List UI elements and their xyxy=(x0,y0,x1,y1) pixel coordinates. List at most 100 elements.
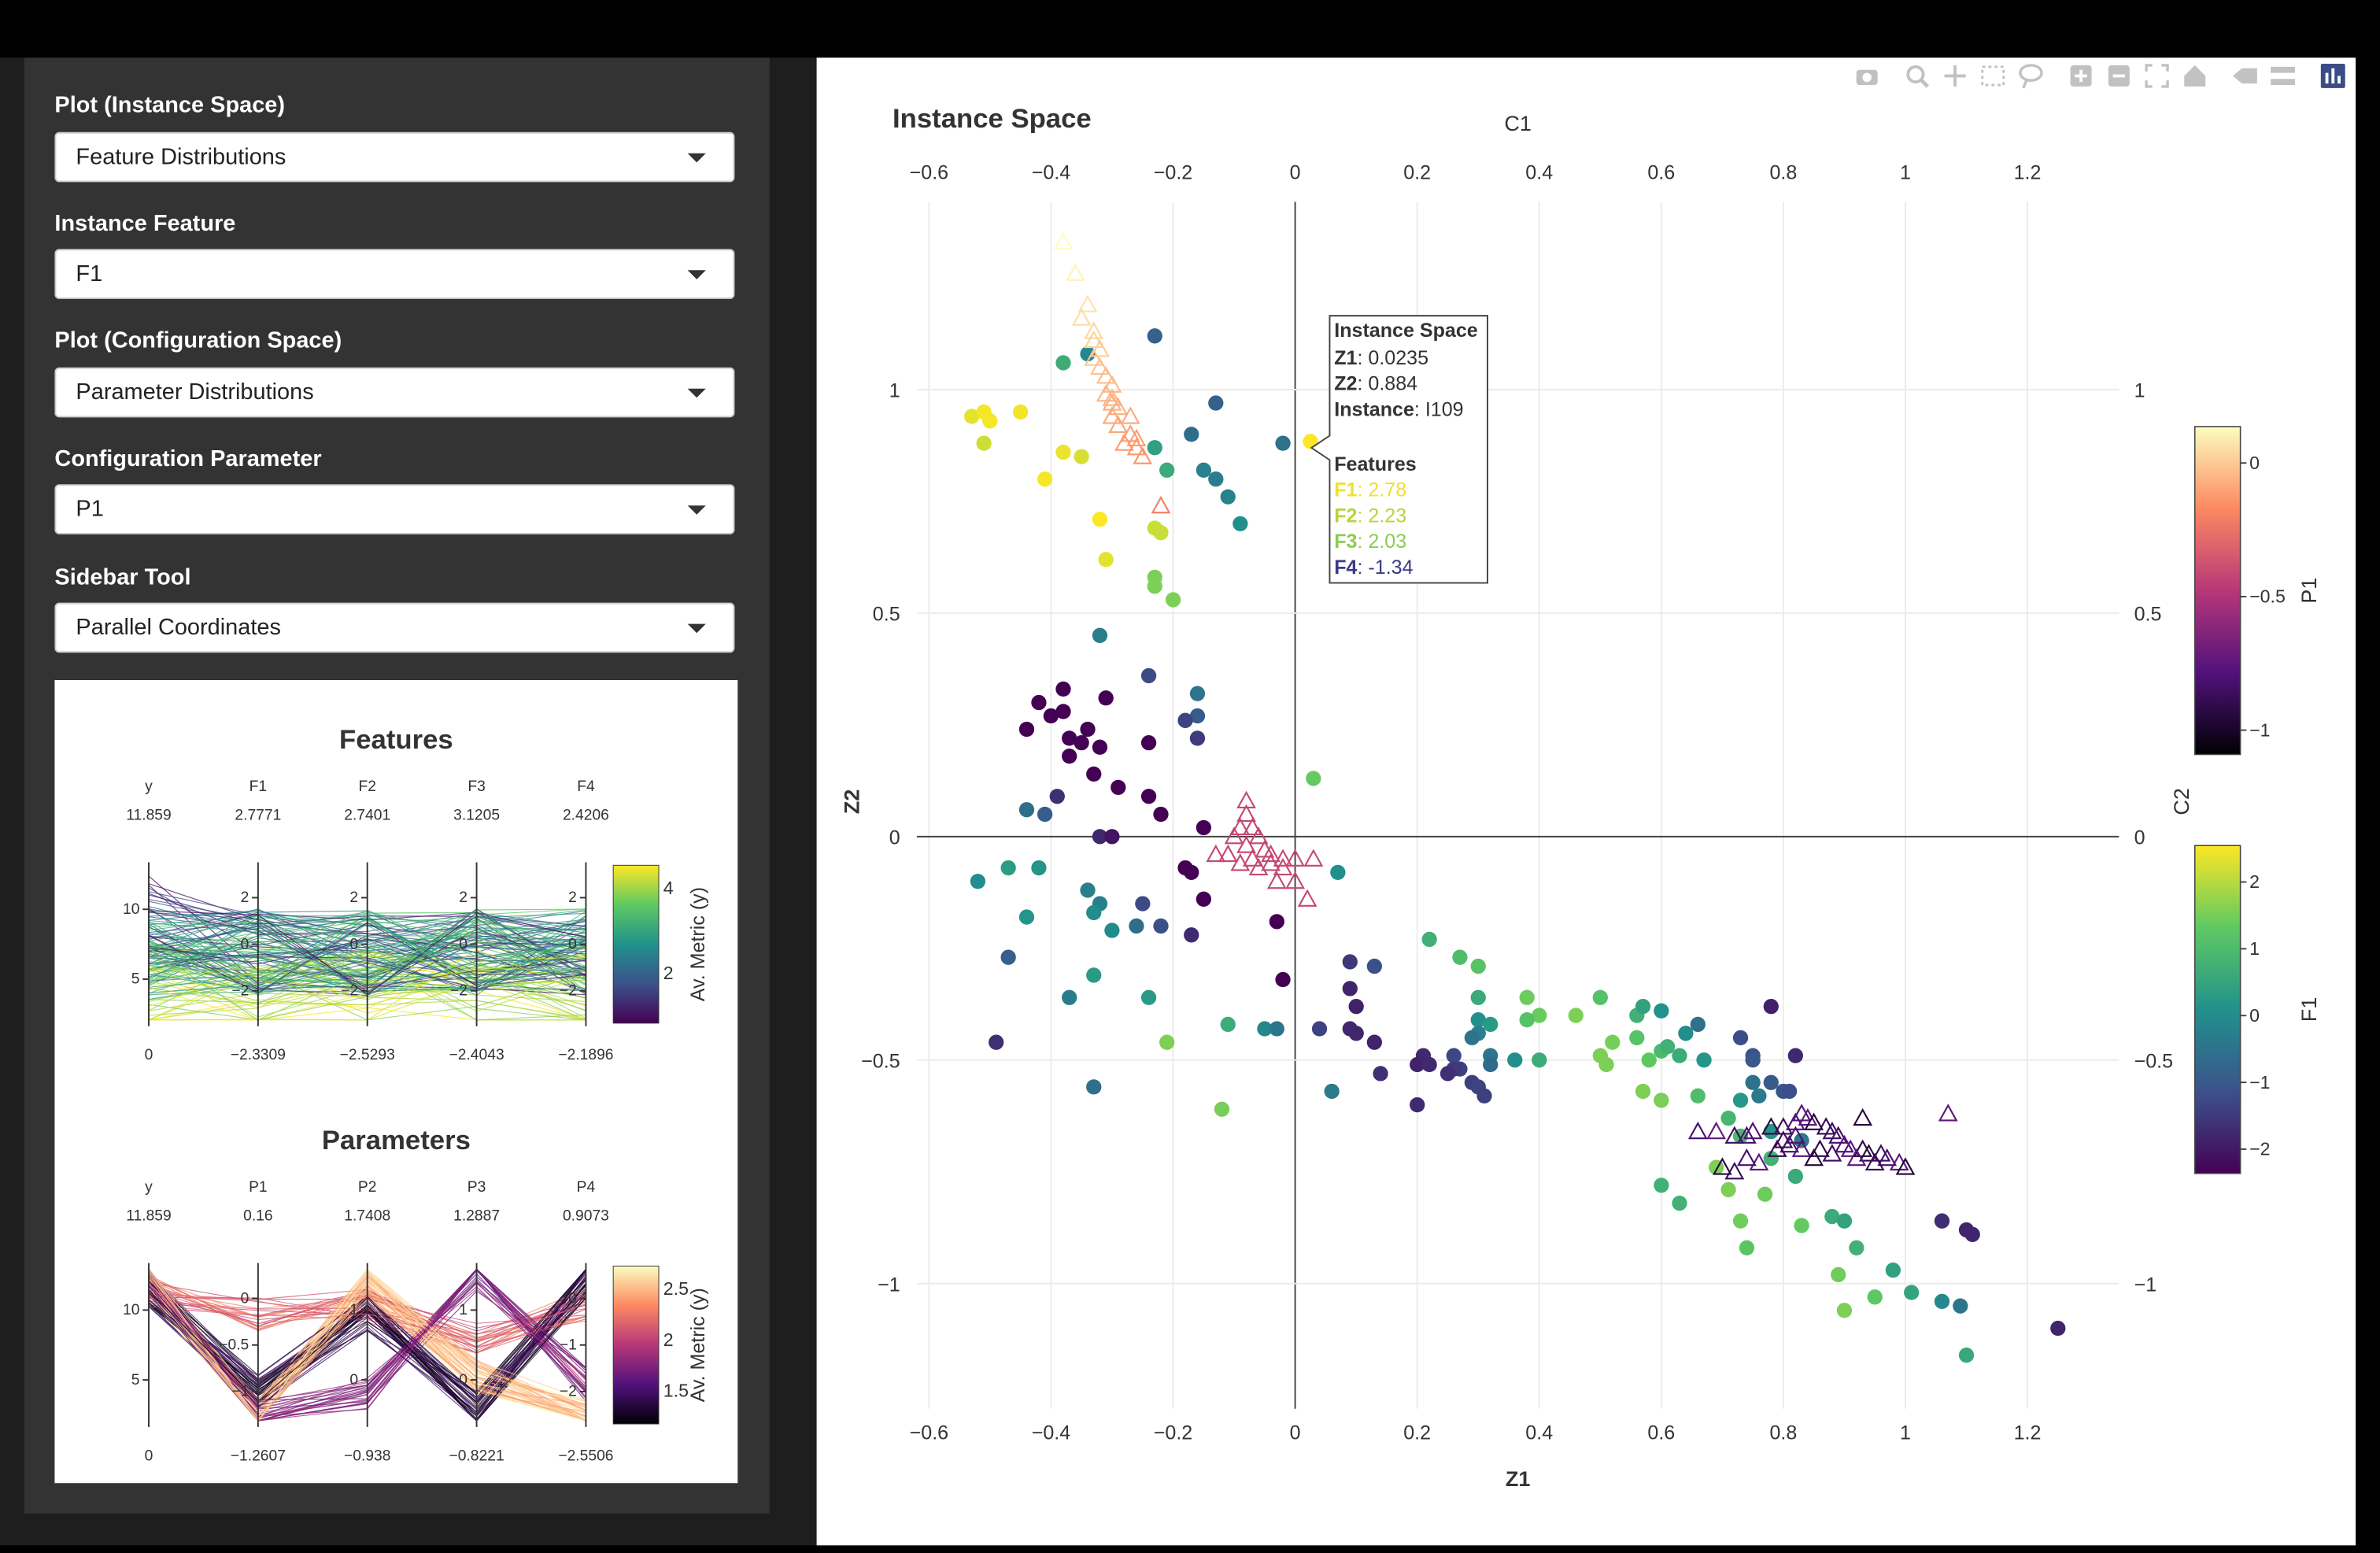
instance-point[interactable] xyxy=(1140,989,1157,1005)
instance-point[interactable] xyxy=(1659,1039,1676,1055)
instance-point[interactable] xyxy=(1342,954,1358,970)
configuration-parameter-select[interactable]: P1 xyxy=(54,484,735,534)
instance-point[interactable] xyxy=(1732,1093,1749,1108)
instance-point[interactable] xyxy=(1269,914,1284,930)
instance-point[interactable] xyxy=(1043,708,1059,724)
configuration-point[interactable] xyxy=(1071,308,1092,326)
instance-point[interactable] xyxy=(1055,444,1071,460)
instance-point[interactable] xyxy=(1086,1079,1102,1095)
instance-point[interactable] xyxy=(1934,1293,1950,1310)
instance-point[interactable] xyxy=(1055,355,1071,371)
instance-point[interactable] xyxy=(1159,1034,1175,1050)
configuration-point[interactable] xyxy=(1102,406,1122,424)
instance-point[interactable] xyxy=(1037,471,1053,487)
instance-point[interactable] xyxy=(1836,1303,1853,1318)
configuration-point[interactable] xyxy=(1084,321,1104,339)
instance-point[interactable] xyxy=(1732,1030,1749,1046)
configuration-point[interactable] xyxy=(1133,446,1153,464)
configuration-point[interactable] xyxy=(1248,826,1269,845)
instance-point[interactable] xyxy=(1080,882,1096,898)
instance-point[interactable] xyxy=(1763,1123,1779,1140)
reset-axes-icon[interactable] xyxy=(2184,65,2206,87)
instance-point[interactable] xyxy=(1275,971,1291,988)
configuration-point[interactable] xyxy=(1236,804,1256,823)
instance-point[interactable] xyxy=(1470,989,1486,1005)
instance-point[interactable] xyxy=(1824,1208,1840,1225)
configuration-point[interactable] xyxy=(1273,857,1293,876)
instance-point[interactable] xyxy=(964,409,980,424)
instance-point[interactable] xyxy=(1189,686,1206,701)
instance-point[interactable] xyxy=(1037,806,1053,823)
instance-point[interactable] xyxy=(1000,860,1016,876)
instance-point[interactable] xyxy=(1964,1226,1980,1242)
instance-point[interactable] xyxy=(1129,918,1144,934)
lasso-icon[interactable] xyxy=(2019,64,2043,89)
instance-point[interactable] xyxy=(1904,1285,1920,1300)
instance-point[interactable] xyxy=(1140,789,1157,804)
instance-point[interactable] xyxy=(1140,735,1157,751)
plot-configuration-space-select[interactable]: Parameter Distributions xyxy=(54,367,735,418)
configuration-point[interactable] xyxy=(1828,1126,1849,1144)
instance-point[interactable] xyxy=(1208,471,1224,487)
instance-point[interactable] xyxy=(1410,1056,1425,1073)
instance-point[interactable] xyxy=(989,1034,1004,1050)
instance-point[interactable] xyxy=(1324,1083,1340,1100)
configuration-point[interactable] xyxy=(1102,388,1122,406)
plotly-logo-icon[interactable] xyxy=(2320,64,2345,88)
instance-point[interactable] xyxy=(1153,525,1169,541)
configuration-point[interactable] xyxy=(1736,1126,1757,1144)
instance-point[interactable] xyxy=(1232,516,1248,532)
configuration-point[interactable] xyxy=(1822,1144,1842,1162)
configuration-point[interactable] xyxy=(1206,844,1226,863)
instance-point[interactable] xyxy=(1220,1016,1236,1033)
configuration-point[interactable] xyxy=(1224,826,1244,845)
instance-point[interactable] xyxy=(1159,462,1175,478)
instance-point[interactable] xyxy=(1507,1052,1523,1068)
instance-point[interactable] xyxy=(1519,1011,1535,1028)
instance-point[interactable] xyxy=(1330,864,1346,881)
instance-point[interactable] xyxy=(1269,1021,1284,1037)
configuration-point[interactable] xyxy=(1126,438,1147,456)
instance-point[interactable] xyxy=(1696,1052,1712,1068)
instance-point[interactable] xyxy=(1098,690,1114,706)
instance-point[interactable] xyxy=(1635,999,1651,1015)
instance-point[interactable] xyxy=(1196,819,1212,836)
configuration-point[interactable] xyxy=(1230,853,1251,871)
instance-point[interactable] xyxy=(1092,739,1108,755)
instance-point[interactable] xyxy=(1745,1074,1761,1090)
instance-point[interactable] xyxy=(1214,1101,1230,1117)
configuration-point[interactable] xyxy=(1218,844,1238,863)
instance-point[interactable] xyxy=(1153,918,1169,934)
sidebar-tool-select[interactable]: Parallel Coordinates xyxy=(54,602,735,653)
instance-point[interactable] xyxy=(1751,1088,1767,1104)
configuration-point[interactable] xyxy=(1895,1157,1916,1175)
instance-point[interactable] xyxy=(1311,1021,1328,1037)
instance-point[interactable] xyxy=(1031,694,1047,711)
instance-point[interactable] xyxy=(1763,999,1779,1015)
configuration-point[interactable] xyxy=(1791,1104,1812,1122)
configuration-point[interactable] xyxy=(1809,1139,1830,1157)
instance-point[interactable] xyxy=(1476,1088,1492,1104)
instance-point[interactable] xyxy=(1373,1066,1388,1082)
instance-point[interactable] xyxy=(1953,1298,1968,1314)
configuration-point[interactable] xyxy=(1804,1148,1824,1167)
configuration-point[interactable] xyxy=(1230,817,1251,836)
configuration-point[interactable] xyxy=(1736,1148,1757,1167)
instance-point[interactable] xyxy=(1421,931,1437,948)
instance-point[interactable] xyxy=(1184,864,1199,881)
instance-point[interactable] xyxy=(1062,989,1077,1005)
instance-point[interactable] xyxy=(1672,1048,1687,1063)
instance-point[interactable] xyxy=(1140,667,1157,684)
instance-point[interactable] xyxy=(1012,404,1029,420)
instance-point[interactable] xyxy=(1098,552,1114,568)
instance-point[interactable] xyxy=(1018,802,1035,818)
instance-point[interactable] xyxy=(1629,1030,1645,1046)
configuration-point[interactable] xyxy=(1804,1112,1824,1130)
instance-point[interactable] xyxy=(976,435,992,451)
configuration-point[interactable] xyxy=(1066,263,1085,281)
configuration-point[interactable] xyxy=(1840,1139,1861,1157)
instance-point[interactable] xyxy=(1592,989,1608,1005)
instance-point[interactable] xyxy=(1153,806,1169,823)
configuration-point[interactable] xyxy=(1938,1104,1958,1122)
box-select-icon[interactable] xyxy=(1981,65,2005,87)
